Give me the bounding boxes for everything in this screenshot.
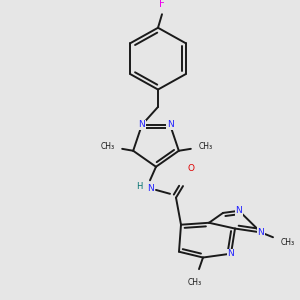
Text: N: N xyxy=(236,206,242,215)
Text: CH₃: CH₃ xyxy=(199,142,213,152)
Text: N: N xyxy=(148,184,154,194)
Text: CH₃: CH₃ xyxy=(101,142,115,152)
Text: H: H xyxy=(136,182,142,190)
Text: N: N xyxy=(258,228,264,237)
Text: F: F xyxy=(159,0,165,9)
Text: N: N xyxy=(167,120,173,129)
Text: O: O xyxy=(188,164,194,173)
Text: CH₃: CH₃ xyxy=(281,238,295,247)
Text: CH₃: CH₃ xyxy=(188,278,202,287)
Text: N: N xyxy=(139,120,145,129)
Text: N: N xyxy=(228,249,234,258)
